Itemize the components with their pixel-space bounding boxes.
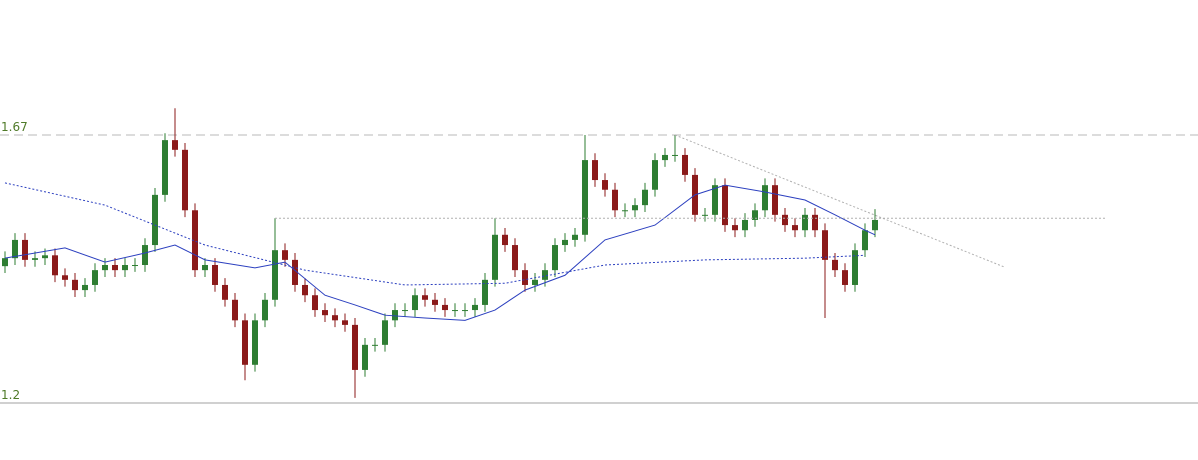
candle-body: [162, 140, 168, 195]
candle-body: [192, 210, 198, 271]
candle-body: [272, 250, 278, 300]
candle-body: [832, 259, 838, 271]
candle-body: [452, 310, 458, 312]
candle-body: [282, 250, 288, 260]
overlay-line: [4, 184, 876, 321]
candle-body: [442, 304, 448, 311]
candle-body: [72, 279, 78, 291]
candle-body: [12, 239, 18, 259]
candle-body: [512, 245, 518, 271]
candle-body: [712, 185, 718, 215]
candle-body: [562, 239, 568, 246]
candle-body: [312, 295, 318, 311]
candle-body: [332, 315, 338, 321]
candle-body: [842, 270, 848, 285]
candle-body: [352, 324, 358, 370]
candle-body: [42, 255, 48, 259]
candle-body: [292, 259, 298, 285]
candle-body: [132, 265, 138, 267]
candle-body: [632, 205, 638, 211]
candle-body: [82, 284, 88, 291]
candle-body: [22, 239, 28, 260]
candle-body: [782, 214, 788, 226]
candle-body: [122, 265, 128, 271]
candle-body: [552, 245, 558, 271]
y-tick-label: 1.2: [1, 388, 20, 402]
candle-body: [302, 284, 308, 296]
candle-body: [32, 258, 38, 260]
candle-body: [142, 245, 148, 266]
candle-body: [232, 299, 238, 321]
candle-body: [752, 210, 758, 220]
candle-body: [462, 310, 468, 312]
candle-body: [792, 225, 798, 231]
candle-body: [762, 185, 768, 211]
overlay-line: [674, 134, 1006, 268]
candle-body: [612, 189, 618, 211]
candle-body: [52, 255, 58, 276]
candle-body: [112, 265, 118, 271]
candle-body: [402, 310, 408, 312]
candle-body: [362, 344, 368, 370]
y-tick-label: 1.67: [1, 120, 28, 134]
candle-body: [322, 310, 328, 316]
candle-body: [872, 219, 878, 231]
candle-body: [212, 265, 218, 285]
candle-body: [812, 214, 818, 231]
candle-body: [222, 284, 228, 300]
candle-body: [202, 265, 208, 271]
candle-body: [772, 185, 778, 215]
candle-body: [412, 295, 418, 311]
candle-body: [642, 189, 648, 206]
candle-body: [392, 310, 398, 321]
candle-body: [102, 265, 108, 271]
candle-body: [802, 214, 808, 231]
candle-body: [432, 299, 438, 305]
candle-body: [682, 154, 688, 175]
overlay-line: [4, 182, 866, 286]
candle-body: [652, 160, 658, 190]
candle-body: [732, 225, 738, 231]
candle-body: [472, 304, 478, 311]
candle-body: [672, 154, 678, 156]
candle-body: [722, 185, 728, 226]
candle-body: [532, 279, 538, 285]
candle-body: [372, 344, 378, 346]
candle-body: [172, 140, 178, 150]
candle-body: [262, 299, 268, 321]
candle-body: [572, 234, 578, 240]
candle-body: [582, 160, 588, 235]
candle-body: [742, 219, 748, 231]
candle-body: [522, 270, 528, 285]
candle-body: [862, 230, 868, 251]
candle-body: [482, 279, 488, 305]
candle-body: [492, 234, 498, 280]
candle-body: [92, 270, 98, 285]
candle-body: [252, 320, 258, 365]
candle-body: [422, 295, 428, 300]
candle-body: [662, 154, 668, 161]
candle-body: [2, 258, 8, 267]
candle-body: [542, 270, 548, 280]
candle-body: [822, 230, 828, 260]
candle-body: [622, 210, 628, 212]
candle-body: [242, 320, 248, 365]
candle-body: [852, 250, 858, 285]
candle-body: [602, 180, 608, 190]
candle-body: [702, 214, 708, 216]
candle-body: [592, 160, 598, 181]
candle-body: [152, 194, 158, 246]
candle-body: [502, 234, 508, 246]
candle-body: [382, 320, 388, 345]
candle-body: [62, 275, 68, 280]
candle-body: [342, 320, 348, 325]
candle-body: [182, 149, 188, 211]
